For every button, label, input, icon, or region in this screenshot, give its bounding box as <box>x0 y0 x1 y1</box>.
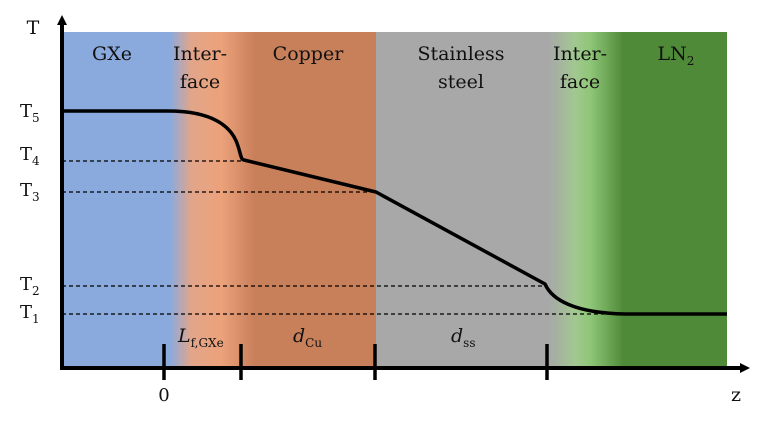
thickness-label-lf-gxe: Lf,GXe <box>177 325 224 350</box>
region-label-stainless-1: Stainless <box>417 43 504 65</box>
t1-main: T <box>20 302 32 323</box>
t2-sub: 2 <box>32 284 40 298</box>
level-label-t4: T4 <box>20 144 40 168</box>
t4-sub: 4 <box>32 154 40 168</box>
t1-sub: 1 <box>32 312 40 326</box>
lf-main: L <box>177 325 191 347</box>
level-label-t5: T5 <box>20 101 40 125</box>
level-label-t3: T3 <box>20 180 40 204</box>
t4-main: T <box>20 144 32 165</box>
y-axis-label: T <box>27 17 40 39</box>
region-copper <box>254 32 376 368</box>
region-stainless <box>376 32 551 368</box>
x-axis-label: z <box>731 384 741 406</box>
region-ln2 <box>622 32 727 368</box>
thickness-label-dcu: dCu <box>293 325 322 350</box>
thickness-label-dss: dss <box>451 325 476 350</box>
ln2-main: LN <box>658 43 687 65</box>
region-label-gxe: GXe <box>92 43 132 65</box>
region-gxe <box>62 32 177 368</box>
region-label-copper: Copper <box>273 43 345 65</box>
t2-main: T <box>20 274 32 295</box>
x-zero-label: 0 <box>158 385 169 406</box>
dcu-main: d <box>293 325 305 347</box>
dss-sub: ss <box>463 336 475 350</box>
ln2-sub: 2 <box>687 54 695 68</box>
level-label-t2: T2 <box>20 274 40 298</box>
t3-sub: 3 <box>32 190 40 204</box>
level-label-t1: T1 <box>20 302 40 326</box>
temperature-profile-curve <box>62 109 727 316</box>
region-label-interface-right-1: Inter- <box>553 43 607 65</box>
region-label-ln2: LN2 <box>658 43 695 68</box>
lf-sub: f,GXe <box>191 336 224 350</box>
t3-main: T <box>20 180 32 201</box>
region-label-stainless-2: steel <box>438 71 484 93</box>
t5-main: T <box>20 101 32 122</box>
region-interface-left <box>170 32 255 368</box>
t5-sub: 5 <box>32 111 40 125</box>
dss-main: d <box>451 325 463 347</box>
region-label-interface-left-1: Inter- <box>173 43 227 65</box>
x-axis-ticks <box>162 344 549 380</box>
region-label-interface-left-2: face <box>180 71 220 93</box>
dcu-sub: Cu <box>305 336 322 350</box>
region-label-interface-right-2: face <box>560 71 600 93</box>
